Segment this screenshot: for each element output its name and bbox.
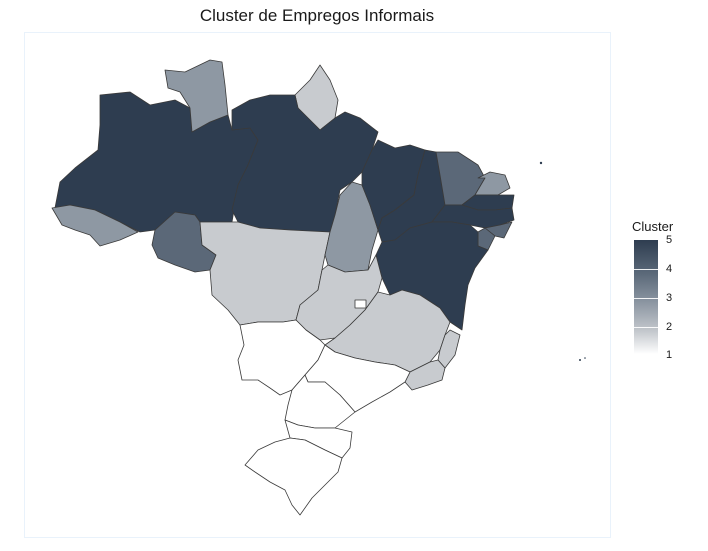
state-DF — [354, 299, 367, 309]
island-trindade — [579, 359, 581, 361]
legend-tick-5: 5 — [666, 234, 673, 246]
legend-tickmark — [634, 327, 658, 328]
legend: Cluster 5 4 3 2 1 — [632, 219, 702, 369]
state-RR — [164, 59, 229, 133]
legend-tickmark — [634, 269, 658, 270]
legend-title: Cluster — [632, 219, 674, 234]
legend-tick-1: 1 — [666, 349, 673, 361]
map-title: Cluster de Empregos Informais — [199, 6, 435, 25]
state-RJ — [404, 359, 446, 391]
legend-colorbar — [634, 240, 658, 354]
legend-tick-3: 3 — [666, 292, 673, 304]
legend-tickmark — [634, 298, 658, 299]
island-fernando-de-noronha — [539, 161, 543, 165]
island-martim-vaz — [584, 357, 586, 359]
legend-tick-4: 4 — [666, 263, 673, 275]
state-AC — [51, 204, 139, 247]
legend-tick-2: 2 — [666, 321, 673, 333]
islands — [539, 161, 586, 361]
map-panel — [24, 32, 611, 538]
state-RS — [244, 437, 343, 516]
